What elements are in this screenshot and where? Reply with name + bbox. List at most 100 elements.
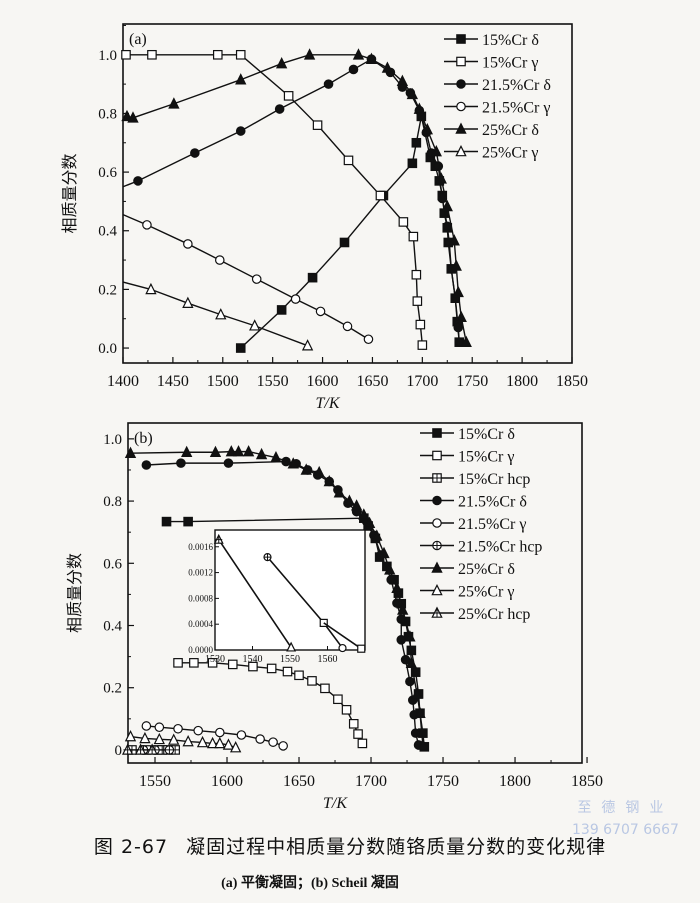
triangle-filled-marker [275,57,288,69]
circle-open-marker [268,737,278,747]
square-open-marker [307,676,317,686]
triangle-open-marker [222,738,235,750]
circle-open-marker [141,721,152,731]
square-open-marker [147,49,157,60]
figure-subcaption: (a) 平衡凝固；(b) Scheil 凝固 [221,876,399,891]
legend-label: 21.5%Cr γ [458,516,526,533]
x-tick-label: 1700 [406,373,438,390]
circle-filled-marker [223,458,234,468]
square-open-marker [212,49,223,60]
y-tick-label: 0 [115,743,123,759]
circle-filled-marker [176,458,186,468]
series-triangle-filled [124,445,429,750]
circle-open-marker [215,727,225,738]
square-open-marker [357,738,368,749]
triangle-open-marker [145,282,157,295]
inset-y-tick-label: 0.0000 [188,645,213,655]
legend-entry: 15%Cr δ [444,32,539,49]
triangle-filled-marker [381,61,394,73]
series-line [240,116,460,349]
circle-filled-marker [456,79,466,89]
circle-filled-marker [432,495,442,506]
circle-filled-marker [274,104,285,114]
y-tick-label: 0.8 [98,106,117,122]
circle-open-marker [432,518,442,528]
plus-marker-detail [147,745,157,755]
triangle-filled-marker [313,465,325,478]
triangle-filled-marker [413,102,426,114]
plot-frame [122,23,573,364]
series-square-filled [235,111,465,353]
y-tick-label: 0.2 [103,681,122,697]
panel-label: (a) [129,31,147,48]
circle-filled-marker [405,676,415,687]
triangle-filled-marker [168,97,180,109]
legend-label: 15%Cr δ [482,32,539,49]
circle-open-marker [290,294,301,304]
series-line [122,213,369,340]
square-filled-marker [183,516,193,527]
square-open-marker [189,658,199,668]
x-tick-label: 1400 [107,373,139,390]
square-filled-marker [235,343,246,353]
x-tick-label: 1500 [207,373,239,390]
legend-label: 21.5%Cr δ [482,77,551,94]
square-open-marker [398,217,409,227]
y-tick-label: 0.4 [98,224,117,240]
triangle-filled-marker [397,603,409,615]
square-open-marker [235,49,246,60]
triangle-filled-marker [452,285,464,298]
square-open-marker [343,155,354,166]
triangle-open-marker [214,736,226,749]
triangle-filled-marker [255,447,268,460]
x-axis-label: T/K [323,795,348,812]
circle-open-marker [338,643,347,653]
y-tick-label: 1.0 [103,432,122,448]
triangle-filled-marker [430,145,442,157]
triangle-filled-marker [455,310,467,323]
figure-number: 图 2-67 [93,836,169,858]
triangle-filled-marker [391,581,403,593]
circle-filled-marker [348,64,359,75]
y-tick-label: 1.0 [98,48,117,64]
triangle-open-marker [206,736,219,749]
triangle-filled-marker [435,172,447,184]
series-triangle-filled [121,48,472,347]
triangle-filled-marker [417,738,429,750]
figure-title: 凝固过程中相质量分数随铬质量分数的变化规律 [186,836,607,858]
triangle-filled-marker [405,656,418,668]
plus-marker-detail [432,541,442,550]
plot-frame [127,422,583,764]
square-filled-marker [307,272,318,283]
x-tick-label: 1550 [139,773,171,790]
triangle-open-marker [153,732,165,745]
inset-chart: 1530 1540 1550 1560 0.0000 0.0004 0.0008 0.0012… [188,529,366,665]
square-open-marker [333,694,343,705]
legend-entry: 21.5%Cr hcp [420,539,542,556]
square-filled-marker [407,158,418,169]
watermark-name: 至德钢业 [577,800,674,816]
legend-label: 21.5%Cr δ [458,494,527,511]
chart-panel-b: 1550 1600 1650 1700 1750 1800 1850 0 0.2 0.4 0.6 0.… [65,422,603,812]
triangle-open-marker [286,641,297,652]
legend-entry: 15%Cr hcp [420,471,530,488]
triangle-filled-marker [396,74,409,86]
inset-y-tick-label: 0.0004 [188,619,213,629]
triangle-filled-marker [404,630,416,642]
x-tick-label: 1800 [499,773,531,790]
legend-entry: 21.5%Cr γ [420,516,526,533]
legend-entry: 25%Cr γ [444,145,538,162]
square-open-marker [415,319,426,330]
plus-marker-detail [432,608,442,618]
series-triangle-open [122,281,314,351]
legend-label: 15%Cr hcp [458,471,530,488]
triangle-filled-marker [303,48,316,60]
series-line [130,735,236,749]
legend-label: 21.5%Cr hcp [458,539,542,556]
triangle-filled-marker [343,494,356,506]
triangle-filled-marker [384,563,396,575]
triangle-open-marker [196,735,209,748]
circle-filled-marker [133,176,143,186]
square-open-marker [227,659,238,670]
square-open-marker [417,340,428,350]
